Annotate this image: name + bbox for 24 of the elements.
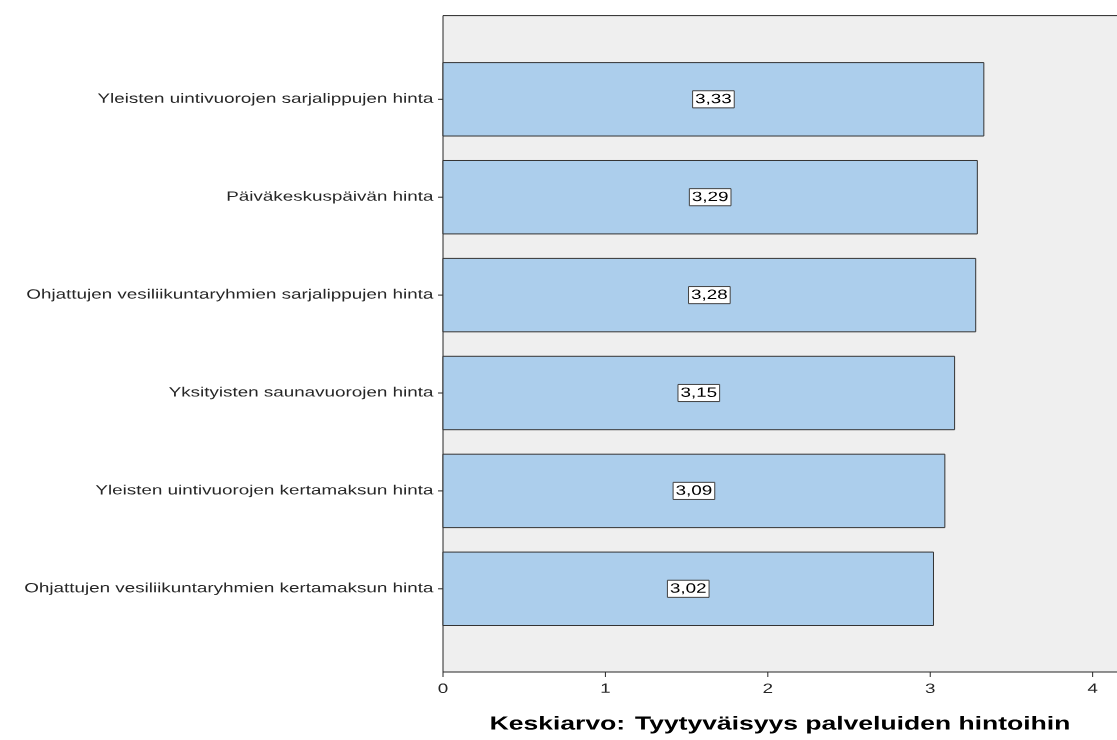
- x-axis-title: Keskiarvo: Tyytyväisyys palveluiden hintoihin: [491, 715, 1069, 734]
- data-label: 3,09: [676, 485, 712, 497]
- bar: [442, 453, 946, 529]
- x-tick-label: 2: [763, 683, 773, 693]
- data-label: 3,15: [681, 387, 717, 399]
- y-tick-label: Ohjattujen vesiliikuntaryhmien kertamaksun hinta: [25, 582, 434, 596]
- bar: [442, 551, 934, 627]
- bar: [442, 257, 977, 333]
- x-tick-label: 3: [925, 683, 935, 694]
- x-tick-label: 1: [601, 683, 610, 693]
- data-label: 3,33: [695, 93, 731, 105]
- x-tick-label: 4: [1087, 683, 1098, 693]
- y-tick-label: Päiväkeskuspäivän hinta: [227, 190, 434, 204]
- y-tick-label: Yleisten uintivuorojen kertamaksun hinta: [95, 484, 434, 498]
- y-tick-label: Yleisten uintivuorojen sarjalippujen hinta: [97, 93, 434, 106]
- y-tick-label: Ohjattujen vesiliikuntaryhmien sarjalippujen hinta: [27, 288, 434, 302]
- x-tick-label: 0: [438, 683, 448, 694]
- data-label: 3,29: [692, 191, 728, 203]
- data-label: 3,02: [670, 583, 706, 595]
- data-label: 3,28: [691, 289, 727, 301]
- bar: [442, 62, 985, 137]
- bar: [442, 159, 978, 235]
- bar: [442, 355, 956, 431]
- y-tick-label: Yksityisten saunavuorojen hinta: [169, 386, 434, 400]
